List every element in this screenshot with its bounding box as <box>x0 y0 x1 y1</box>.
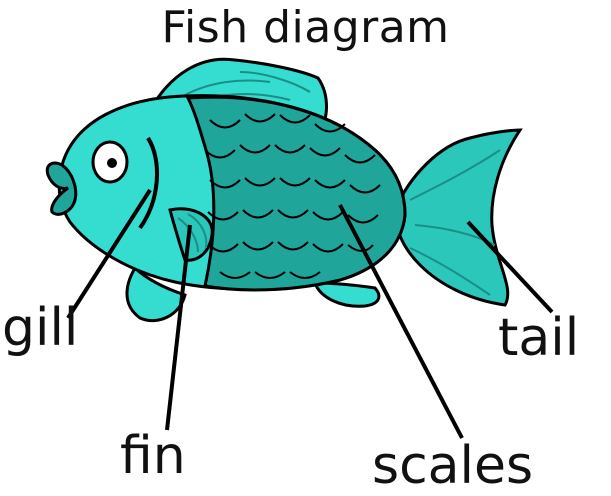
label-scales: scales <box>372 436 534 496</box>
pointer-tail <box>466 220 554 314</box>
tail-fin <box>393 128 523 307</box>
scale-pattern <box>204 113 381 279</box>
label-fin: fin <box>120 426 186 486</box>
mouth <box>45 161 78 216</box>
diagram-title: Fish diagram <box>161 2 450 53</box>
scales-area <box>185 95 407 292</box>
label-gill: gill <box>2 298 79 358</box>
gill-slit <box>138 136 159 230</box>
eye <box>91 140 129 184</box>
pectoral-fin <box>168 207 214 262</box>
pointer-gill <box>66 188 152 320</box>
pelvic-fin <box>125 265 187 323</box>
anal-fin <box>312 281 381 308</box>
pointer-scales <box>338 204 464 439</box>
label-tail: tail <box>498 308 580 368</box>
pointer-fin <box>165 224 192 431</box>
